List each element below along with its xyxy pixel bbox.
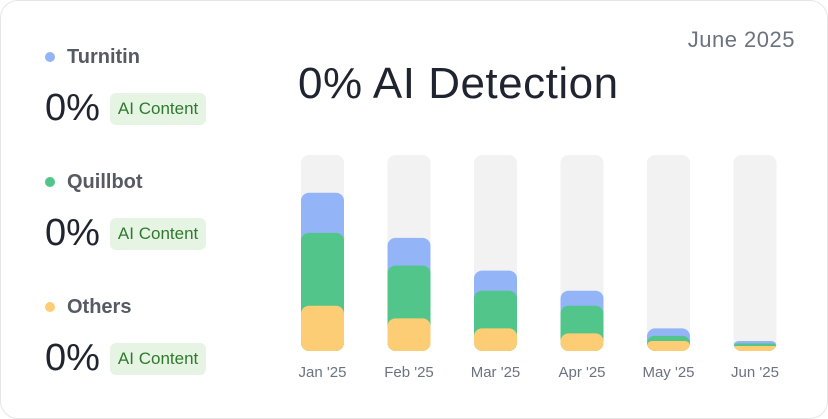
legend-label: Quillbot xyxy=(67,170,143,193)
bar-segment-others xyxy=(733,345,777,351)
report-date: June 2025 xyxy=(687,27,795,52)
bar-segment-others xyxy=(301,305,344,351)
quillbot-dot-icon xyxy=(45,177,55,187)
legend-turnitin: Turnitin 0% AI Content xyxy=(45,45,265,130)
x-axis-tick-label: May '25 xyxy=(642,364,694,381)
page-title: 0% AI Detection xyxy=(298,59,619,108)
bar-track xyxy=(647,155,690,351)
x-axis-tick-label: Jun '25 xyxy=(731,364,779,381)
legend-quillbot: Quillbot 0% AI Content xyxy=(45,170,265,255)
bar-track xyxy=(733,155,777,351)
status-badge: AI Content xyxy=(109,342,207,375)
status-badge: AI Content xyxy=(109,217,207,250)
x-axis-tick-label: Feb '25 xyxy=(384,364,434,381)
bar-segment-others xyxy=(560,333,604,351)
x-axis-tick-label: Jan '25 xyxy=(299,364,347,381)
monthly-detection-chart: Jan '25 Feb '25 Mar '25 Apr '25 May '25 Jun '… xyxy=(299,155,779,381)
bar-segment-others xyxy=(647,340,690,351)
others-dot-icon xyxy=(45,302,55,312)
legend-others: Others 0% AI Content xyxy=(45,295,265,380)
status-badge: AI Content xyxy=(109,92,207,125)
quillbot-percentage: 0% xyxy=(45,212,100,254)
turnitin-percentage: 0% xyxy=(45,87,100,129)
legend-label: Turnitin xyxy=(67,45,140,68)
bar-segment-others xyxy=(387,318,431,351)
x-axis-tick-label: Mar '25 xyxy=(471,364,521,381)
legend-label: Others xyxy=(67,295,132,318)
turnitin-dot-icon xyxy=(45,52,55,62)
others-percentage: 0% xyxy=(45,337,100,379)
bar-segment-others xyxy=(474,328,517,351)
x-axis-tick-label: Apr '25 xyxy=(558,364,605,381)
